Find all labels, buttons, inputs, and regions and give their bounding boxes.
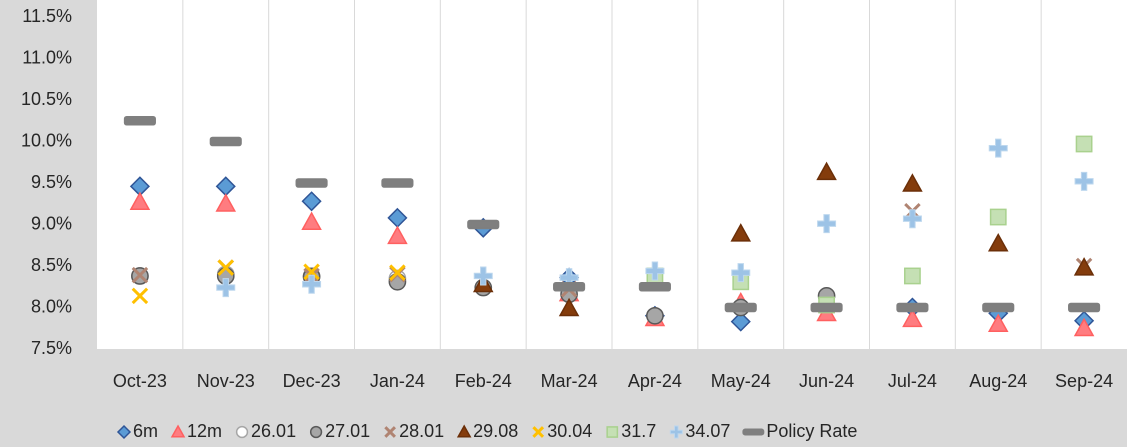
- marker-dash: [1068, 302, 1101, 313]
- marker-cross: [669, 425, 683, 439]
- marker-x: [303, 263, 320, 281]
- x-tick-label: Jan-24: [370, 371, 425, 391]
- marker-dash: [295, 178, 328, 188]
- marker-triangle: [816, 161, 837, 181]
- marker-cross: [902, 209, 922, 229]
- legend-label: 26.01: [251, 421, 296, 441]
- marker-circle: [235, 425, 249, 439]
- legend-label: 29.08: [473, 421, 518, 441]
- marker-triangle: [215, 193, 237, 212]
- y-tick-label: 10.0%: [21, 130, 72, 150]
- marker-triangle: [456, 424, 472, 438]
- marker-dash: [123, 115, 156, 126]
- legend-label: 12m: [187, 421, 222, 441]
- marker-x: [131, 266, 149, 284]
- legend-label: 31.7: [621, 421, 656, 441]
- marker-dash: [467, 219, 500, 230]
- legend-label: 34.07: [685, 421, 730, 441]
- y-tick-label: 8.5%: [31, 255, 72, 275]
- marker-circle: [646, 306, 664, 325]
- y-tick-label: 10.5%: [21, 89, 72, 109]
- marker-cross: [216, 278, 236, 298]
- marker-triangle: [987, 313, 1009, 333]
- marker-dash: [896, 302, 929, 313]
- x-tick-label: Jul-24: [888, 371, 937, 391]
- x-tick-label: Mar-24: [541, 371, 598, 391]
- marker-triangle: [170, 424, 186, 438]
- marker-triangle: [387, 225, 408, 245]
- marker-cross: [988, 138, 1008, 158]
- marker-x: [217, 259, 235, 276]
- legend-label: Policy Rate: [766, 421, 857, 441]
- y-tick-label: 7.5%: [31, 338, 72, 358]
- marker-dash: [810, 302, 843, 313]
- marker-diamond: [116, 424, 132, 440]
- legend-label: 28.01: [399, 421, 444, 441]
- x-tick-label: Aug-24: [969, 371, 1027, 391]
- marker-cross: [473, 266, 493, 286]
- marker-dash: [724, 302, 757, 313]
- x-tick-label: Nov-23: [197, 371, 255, 391]
- marker-dash: [638, 281, 671, 292]
- marker-triangle: [902, 308, 923, 328]
- x-tick-label: Feb-24: [455, 371, 512, 391]
- marker-dash: [982, 302, 1015, 313]
- marker-dash: [381, 178, 414, 188]
- marker-square: [606, 426, 619, 438]
- x-tick-label: Oct-23: [113, 371, 167, 391]
- y-tick-label: 11.0%: [22, 47, 72, 67]
- marker-cross: [645, 261, 665, 281]
- x-tick-label: Jun-24: [799, 371, 854, 391]
- marker-dash: [209, 136, 242, 147]
- marker-x: [131, 287, 149, 305]
- marker-cross: [302, 274, 322, 294]
- marker-cross: [1074, 171, 1094, 191]
- y-tick-label: 9.5%: [31, 172, 72, 192]
- x-tick-label: Apr-24: [628, 371, 682, 391]
- marker-dash: [742, 428, 765, 436]
- y-tick-label: 8.0%: [31, 296, 72, 316]
- marker-x: [532, 426, 545, 438]
- legend-label: 27.01: [325, 421, 370, 441]
- marker-x: [389, 264, 406, 281]
- y-tick-label: 9.0%: [31, 213, 72, 233]
- marker-triangle: [730, 223, 752, 242]
- marker-x: [384, 426, 396, 438]
- marker-triangle: [1073, 257, 1095, 276]
- marker-triangle: [1073, 317, 1095, 337]
- marker-cross: [731, 263, 751, 283]
- marker-triangle: [987, 233, 1009, 252]
- marker-dash: [553, 281, 586, 292]
- y-tick-label: 11.5%: [22, 6, 72, 26]
- marker-triangle: [301, 211, 322, 230]
- marker-cross: [817, 214, 837, 234]
- legend-label: 30.04: [547, 421, 592, 441]
- marker-square: [904, 267, 921, 285]
- legend-label: 6m: [133, 421, 158, 441]
- marker-diamond: [301, 191, 322, 212]
- marker-square: [1075, 135, 1093, 153]
- marker-triangle: [902, 173, 923, 192]
- x-tick-label: Dec-23: [283, 371, 341, 391]
- marker-diamond: [730, 311, 751, 332]
- x-tick-label: Sep-24: [1055, 371, 1113, 391]
- marker-square: [989, 208, 1007, 226]
- marker-triangle: [558, 297, 580, 317]
- marker-triangle: [129, 191, 151, 211]
- x-tick-label: May-24: [711, 371, 771, 391]
- marker-circle: [309, 425, 323, 439]
